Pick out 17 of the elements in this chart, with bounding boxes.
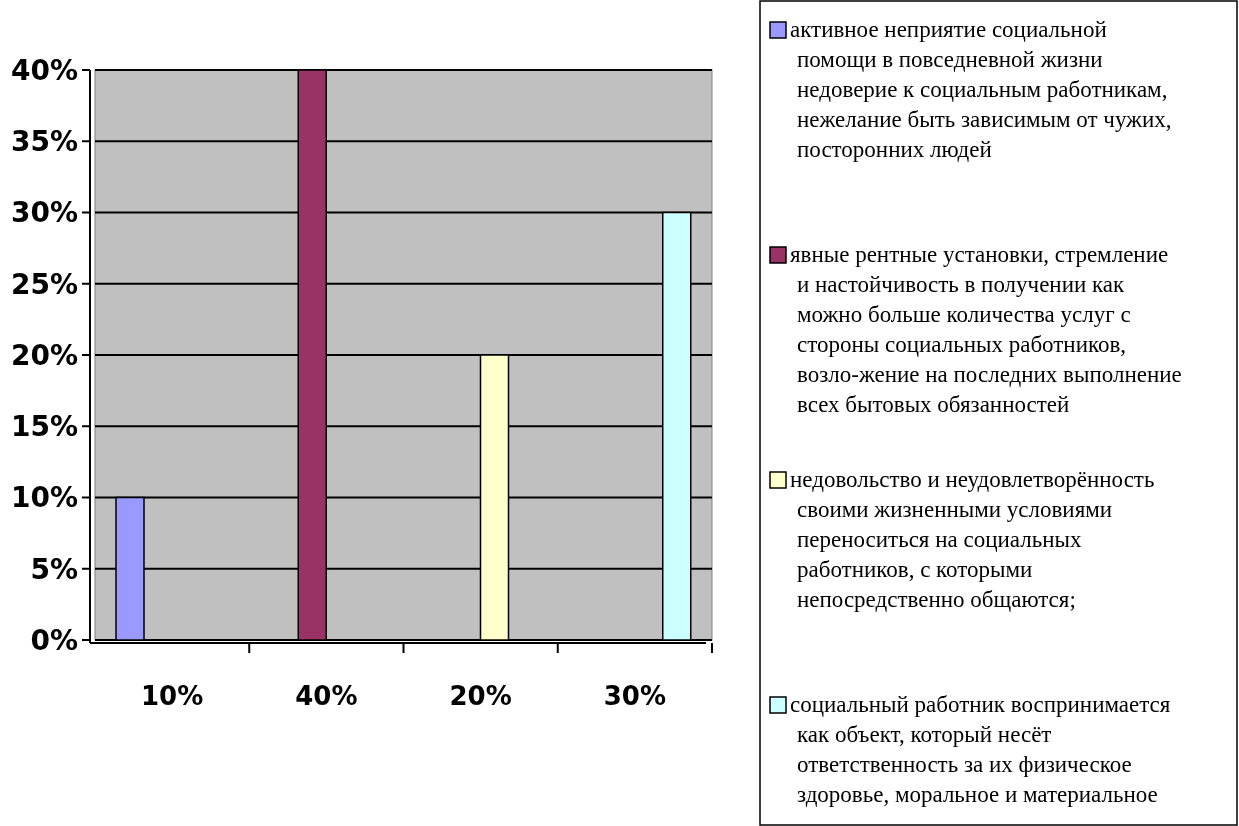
y-tick-label: 0% <box>30 623 78 657</box>
x-tick-label: 30% <box>603 681 666 711</box>
legend-label: недовольство и неудовлетворённость своими жизненными условиями переноситься на социальных работников, с которыми непосредственно общаются; <box>790 467 1155 612</box>
y-tick-label: 25% <box>10 267 78 301</box>
y-tick-label: 20% <box>10 338 78 372</box>
y-tick-label: 5% <box>30 552 78 586</box>
x-tick-label: 20% <box>449 681 512 711</box>
x-tick-label: 40% <box>295 681 358 711</box>
y-tick-label: 35% <box>10 125 78 159</box>
y-tick-label: 10% <box>10 481 78 515</box>
legend-label: явные рентные установки, стремление и настойчивость в получении как можно больше количества услуг с стороны социальных работников, возло-жение на последних выполнение всех бытовых обязанностей <box>790 242 1182 417</box>
x-tick-label: 10% <box>141 681 204 711</box>
y-tick-label: 30% <box>10 196 78 230</box>
legend-label: активное неприятие социальной помощи в повседневной жизни недоверие к социальным работникам, нежелание быть зависимым от чужих, посторонних людей <box>790 17 1172 162</box>
y-tick-label: 15% <box>10 410 78 444</box>
legend-label: социальный работник воспринимается как объект, который несёт ответственность за их физическое здоровье, моральное и материальное <box>790 692 1171 807</box>
y-tick-label: 40% <box>10 53 78 87</box>
